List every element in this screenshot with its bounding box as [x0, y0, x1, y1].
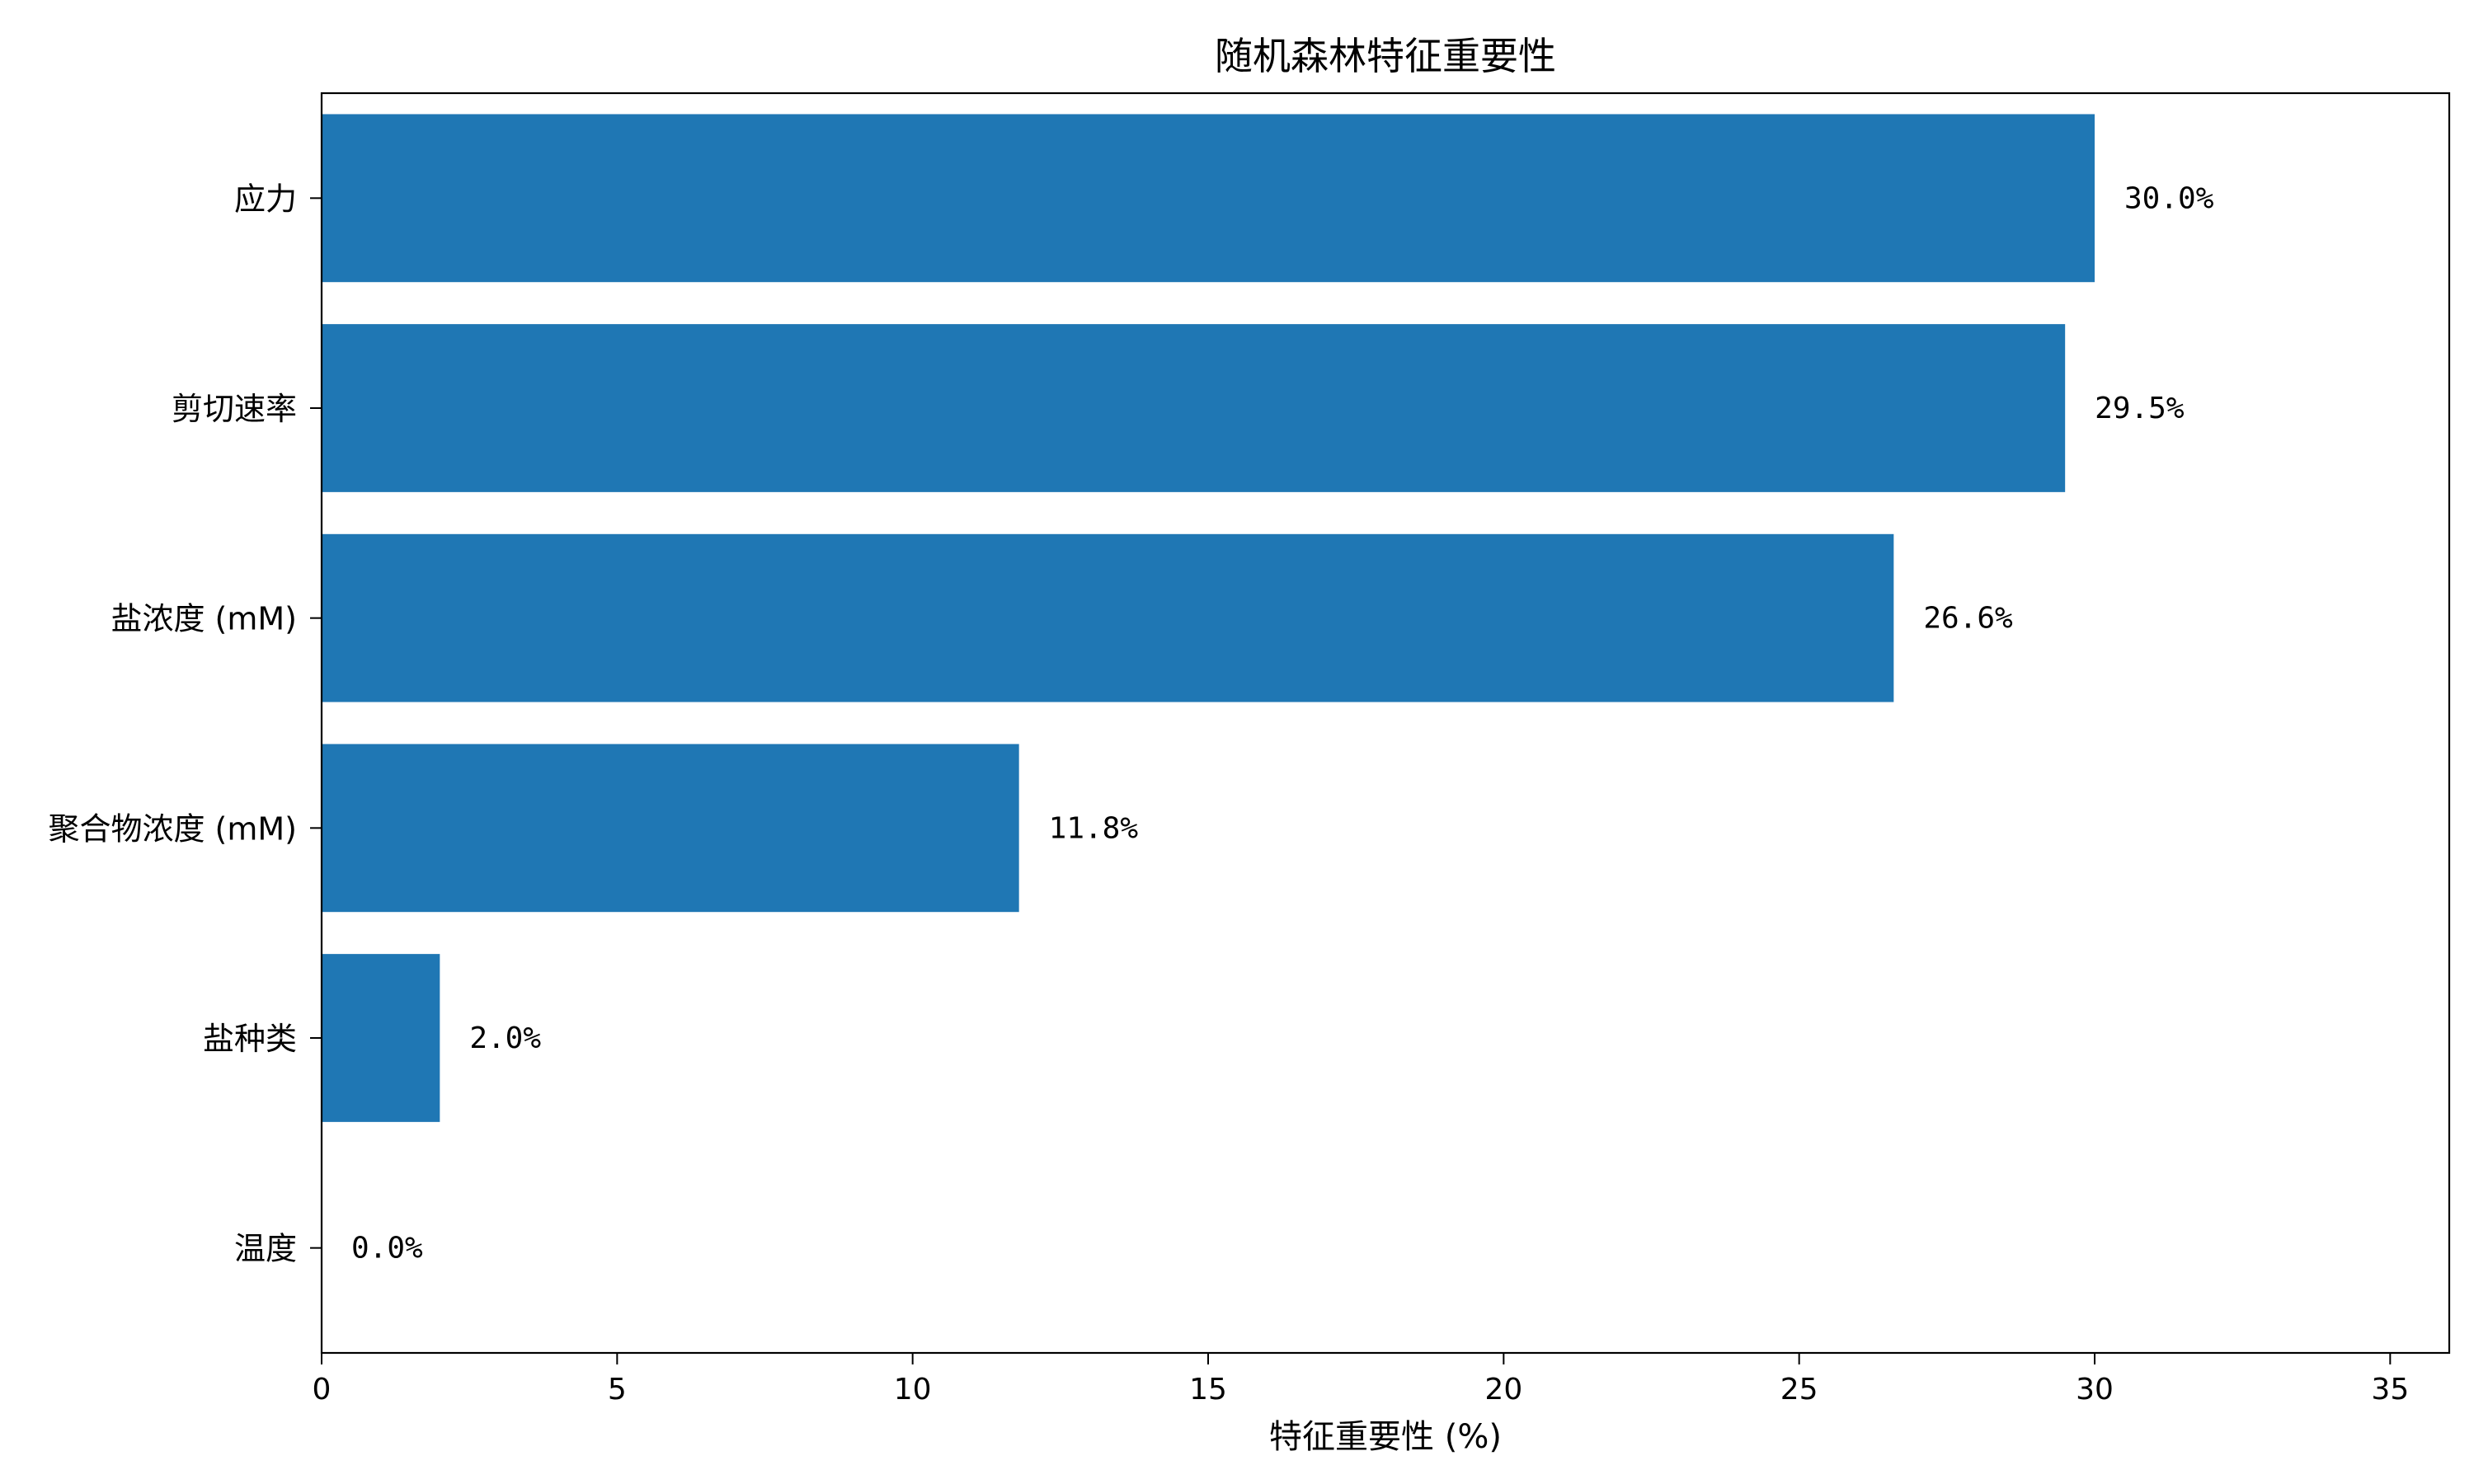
bar-value-label: 29.5%: [2095, 392, 2185, 425]
bar: [322, 114, 2095, 283]
bars-group: [322, 114, 2095, 1122]
bar: [322, 324, 2066, 492]
data-labels-group: 30.0% 29.5% 26.6% 11.8% 2.0% 0.0%: [351, 181, 2214, 1265]
x-axis-ticks: 0 5 10 15 20 25 30 35: [313, 1353, 2409, 1407]
bar: [322, 954, 440, 1122]
bar-value-label: 30.0%: [2124, 181, 2214, 215]
x-tick-label: 5: [608, 1373, 627, 1407]
y-tick-label: 聚合物浓度 (mM): [48, 810, 297, 847]
x-tick-label: 30: [2076, 1373, 2114, 1407]
x-tick-label: 15: [1189, 1373, 1227, 1407]
bar-value-label: 11.8%: [1049, 811, 1139, 845]
x-tick-label: 10: [894, 1373, 932, 1407]
plot-frame: [320, 92, 2451, 1355]
bar: [322, 744, 1019, 913]
bar-value-label: 26.6%: [1923, 602, 2013, 636]
y-tick-label: 温度: [234, 1231, 297, 1267]
y-tick-label: 应力: [234, 181, 297, 217]
chart-title: 随机森林特征重要性: [1215, 34, 1556, 78]
y-tick-label: 盐种类: [203, 1021, 297, 1057]
bar: [322, 533, 1894, 702]
y-tick-label: 剪切速率: [172, 391, 297, 427]
y-tick-label: 盐浓度 (mM): [111, 601, 297, 637]
x-tick-label: 20: [1484, 1373, 1522, 1407]
x-tick-label: 0: [313, 1373, 332, 1407]
plot-background: [322, 93, 2449, 1353]
bar-value-label: 0.0%: [351, 1232, 423, 1266]
x-tick-label: 25: [1780, 1373, 1818, 1407]
x-axis-label: 特征重要性 (%): [1269, 1418, 1502, 1456]
bar-value-label: 2.0%: [469, 1021, 541, 1055]
x-tick-label: 35: [2371, 1373, 2409, 1407]
